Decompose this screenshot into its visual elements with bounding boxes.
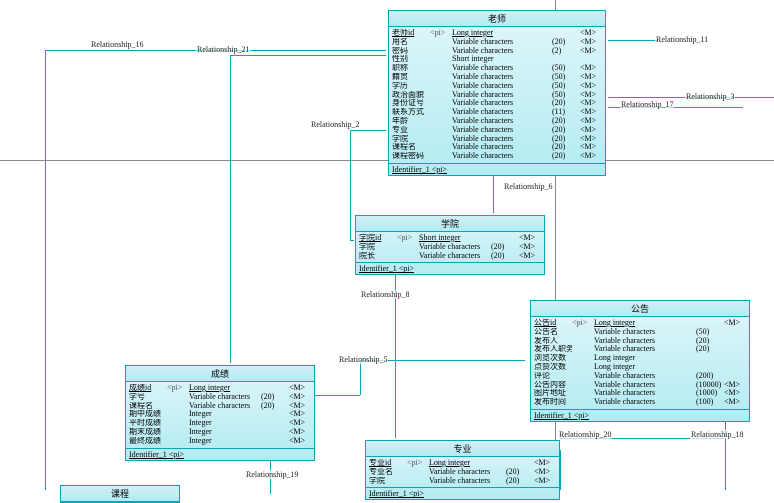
entity-body: 专业id<pi>Long integer<M>专业名Variable chara… — [366, 457, 559, 487]
entity-teacher[interactable]: 老师老师id<pi>Long integer<M>用名Variable char… — [388, 10, 606, 176]
relationship-line — [608, 40, 658, 41]
relationship-label: Relationship_21 — [196, 45, 250, 54]
relationship-line — [230, 55, 386, 56]
relationship-line — [560, 450, 561, 490]
relationship-line — [360, 360, 361, 395]
attribute-row: 期中成绩Integer<M> — [129, 410, 311, 419]
relationship-line — [230, 55, 231, 363]
relationship-line — [45, 50, 46, 490]
entity-course[interactable]: 课程 — [60, 485, 180, 503]
entity-title: 学院 — [356, 216, 544, 232]
entity-title: 专业 — [366, 441, 559, 457]
attribute-row: 最终成绩Integer<M> — [129, 437, 311, 446]
attribute-row: 发布人职务Variable characters(20) — [534, 345, 746, 354]
relationship-line — [493, 175, 494, 213]
entity-notice[interactable]: 公告公告id<pi>Long integer<M>公告名Variable cha… — [530, 300, 750, 422]
relationship-line — [350, 130, 386, 131]
entity-major[interactable]: 专业专业id<pi>Long integer<M>专业名Variable cha… — [365, 440, 560, 500]
identifier: Identifier_1 <pi> — [366, 487, 559, 499]
relationship-label: Relationship_19 — [245, 470, 299, 479]
attribute-row: 密码Variable characters(2)<M> — [392, 47, 602, 56]
attribute-row: 院长Variable characters(20)<M> — [359, 252, 541, 261]
relationship-label: Relationship_5 — [338, 355, 388, 364]
relationship-line — [350, 130, 351, 240]
entity-body: 学院id<pi>Short integer<M>学院Variable chara… — [356, 232, 544, 262]
identifier: Identifier_1 <pi> — [389, 163, 605, 175]
attribute-row: 平时成绩Integer<M> — [129, 419, 311, 428]
attribute-row: 课程名Variable characters(20)<M> — [129, 402, 311, 411]
identifier: Identifier_1 <pi> — [126, 448, 314, 460]
relationship-label: Relationship_6 — [503, 182, 553, 191]
entity-title: 成绩 — [126, 366, 314, 382]
entity-college[interactable]: 学院学院id<pi>Short integer<M>学院Variable cha… — [355, 215, 545, 275]
grid-horizontal — [0, 160, 774, 161]
entity-title: 公告 — [531, 301, 749, 317]
entity-score[interactable]: 成绩成绩id<pi>Long integer<M>学号Variable char… — [125, 365, 315, 461]
attribute-row: 浏览次数Long integer — [534, 354, 746, 363]
entity-title: 老师 — [389, 11, 605, 27]
entity-body: 老师id<pi>Long integer<M>用名Variable charac… — [389, 27, 605, 163]
relationship-label: Relationship_20 — [558, 430, 612, 439]
relationship-label: Relationship_18 — [690, 430, 744, 439]
attribute-row: 学院Variable characters(20)<M> — [369, 477, 556, 486]
relationship-label: Relationship_8 — [360, 290, 410, 299]
relationship-label: Relationship_3 — [685, 92, 735, 101]
entity-body: 成绩id<pi>Long integer<M>学号Variable charac… — [126, 382, 314, 448]
relationship-line — [350, 240, 354, 241]
identifier: Identifier_1 <pi> — [531, 409, 749, 421]
identifier: Identifier_1 <pi> — [356, 262, 544, 274]
relationship-label: Relationship_17 — [620, 100, 674, 109]
relationship-label: Relationship_11 — [655, 35, 709, 44]
relationship-line — [315, 395, 360, 396]
attribute-row: 发布时间Variable characters(100)<M> — [534, 398, 746, 407]
entity-body: 公告id<pi>Long integer<M>公告名Variable chara… — [531, 317, 749, 409]
relationship-label: Relationship_2 — [310, 120, 360, 129]
relationship-label: Relationship_16 — [90, 40, 144, 49]
attribute-row: 期末成绩Integer<M> — [129, 428, 311, 437]
attribute-row: 课程密码Variable characters(20)<M> — [392, 152, 602, 161]
